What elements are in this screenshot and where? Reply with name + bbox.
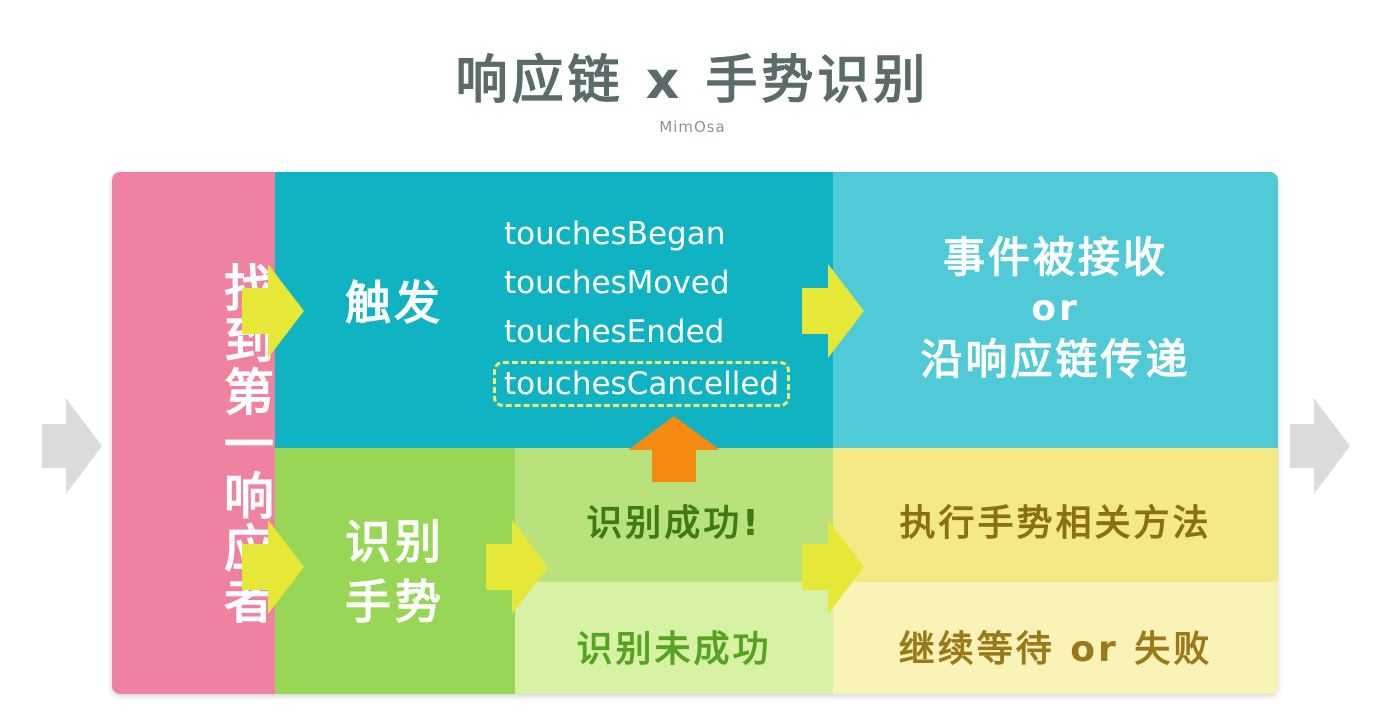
touch-method-list: touchesBegan touchesMoved touchesEnded t… [493,210,791,407]
arrow-to-received [802,264,864,358]
arrow-to-execute [802,520,864,614]
recognize-success-label: 识别成功! [586,503,762,544]
recognize-fail-label: 识别未成功 [576,629,772,670]
gesture-line: 手势 [345,575,445,629]
arrow-to-trigger [242,264,304,358]
pass-along-chain-line: 沿响应链传递 [920,335,1191,384]
event-received-box: 事件被接收 or 沿响应链传递 [833,172,1278,448]
touches-began-item: touchesBegan [504,216,726,252]
trigger-label: 触发 [345,276,443,330]
recognize-line: 识别 [345,515,445,569]
left-gray-arrow [42,398,102,494]
event-received-text: 事件被接收 or 沿响应链传递 [833,228,1278,390]
arrow-up-cancel [628,416,720,482]
recognize-gesture-text: 识别 手势 [275,512,515,632]
execute-gesture-label: 执行手势相关方法 [899,503,1212,544]
right-gray-arrow [1290,398,1350,494]
event-received-line: 事件被接收 [942,233,1168,282]
arrow-to-recognize [242,520,304,614]
arrow-to-result [486,520,548,614]
author-credit: MimOsa [659,118,726,136]
touches-cancelled-item: touchesCancelled [493,361,791,407]
recognize-fail-box: 识别未成功 [515,582,833,694]
execute-gesture-box: 执行手势相关方法 [833,448,1278,582]
touches-moved-item: touchesMoved [504,265,730,301]
or-label: or [1031,288,1080,329]
find-first-responder-box: 找到第一响应者 [112,172,275,694]
recognize-gesture-box: 识别 手势 [275,448,515,694]
diagram-title: 响应链 x 手势识别 [455,51,930,111]
trigger-box: 触发 touchesBegan touchesMoved touchesEnde… [275,172,833,448]
wait-or-fail-box: 继续等待 or 失败 [833,582,1278,694]
wait-or-fail-label: 继续等待 or 失败 [898,629,1213,670]
touches-ended-item: touchesEnded [504,314,725,350]
